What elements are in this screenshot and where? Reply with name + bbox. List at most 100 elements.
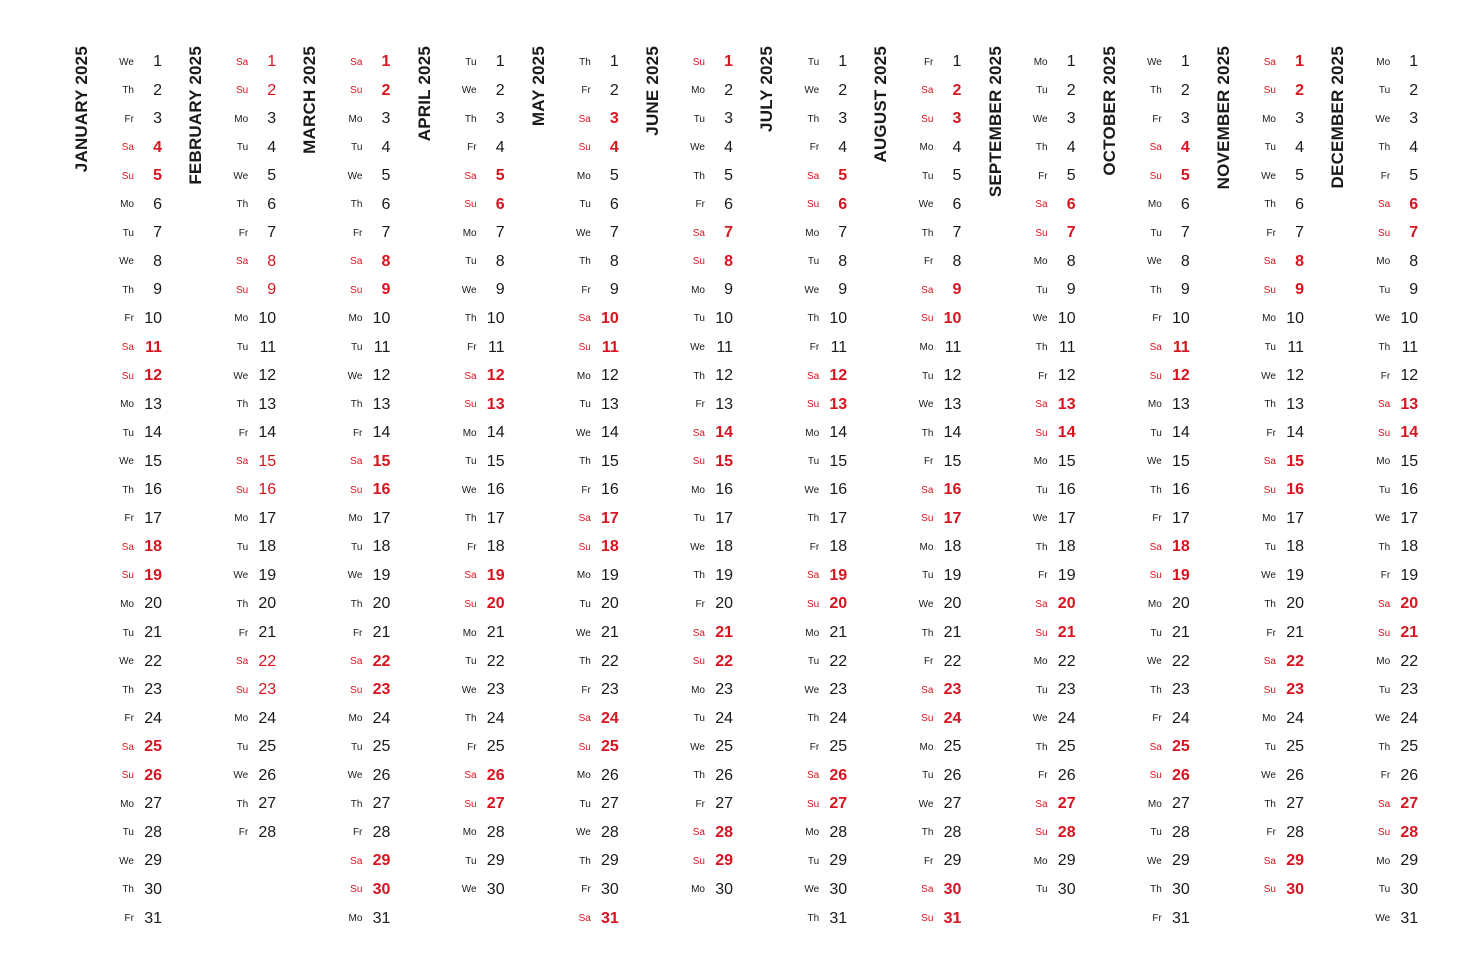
weekday-label: Fr — [1266, 227, 1276, 239]
day-number: 8 — [153, 252, 162, 270]
day-row: Sa 13 — [1356, 391, 1440, 419]
day-row: We 3 — [1356, 105, 1440, 133]
weekday-label: Th — [464, 313, 477, 325]
day-row: We 19 — [1242, 562, 1326, 590]
day-row: Tu 16 — [1356, 476, 1440, 504]
day-number: 29 — [1400, 852, 1419, 870]
weekday-label: Th — [579, 256, 591, 268]
weekday-label: Tu — [351, 541, 363, 553]
weekday-label: Su — [1263, 284, 1276, 296]
day-number: 27 — [144, 795, 162, 813]
weekday-label: Fr — [124, 313, 134, 325]
day-row: Mo 2 — [671, 77, 755, 105]
day-row: We 4 — [671, 134, 755, 162]
day-row: Mo 9 — [671, 276, 755, 304]
day-number: 22 — [601, 652, 619, 670]
weekday-label: Fr — [581, 884, 591, 896]
day-number: 9 — [952, 281, 962, 299]
day-row: Th 29 — [557, 847, 641, 875]
weekday-label: Mo — [348, 913, 363, 924]
weekday-label: Th — [236, 199, 249, 211]
day-row: We 17 — [1014, 505, 1098, 533]
day-row: Su 24 — [899, 705, 983, 733]
day-number: 8 — [495, 252, 505, 270]
weekday-label: Sa — [1377, 199, 1391, 211]
day-number: 30 — [144, 880, 162, 898]
day-row: We 15 — [100, 448, 184, 476]
weekday-label: Tu — [922, 570, 934, 582]
day-number: 13 — [1057, 395, 1076, 413]
day-number: 23 — [1057, 681, 1076, 699]
day-number: 20 — [715, 595, 733, 613]
weekday-label: Su — [350, 484, 363, 496]
day-row: Th 2 — [1128, 77, 1212, 105]
day-row: Su 23 — [328, 676, 412, 704]
day-number: 21 — [1172, 624, 1190, 641]
day-number: 15 — [486, 452, 505, 470]
weekday-label: Mo — [462, 427, 477, 439]
day-row: Mo 27 — [100, 790, 184, 818]
day-row: Sa 14 — [671, 419, 755, 447]
day-number: 13 — [601, 395, 619, 413]
weekday-label: Sa — [121, 541, 134, 553]
weekday-label: Su — [921, 713, 934, 725]
month-column: DECEMBER 2025 Mo 1 Tu 2 We 3 Th 4 Fr 5 Sa 6 Su 7 Mo 8 Tu 9… — [1326, 0, 1440, 980]
weekday-label: Fr — [581, 284, 591, 296]
month-title-wrap: SEPTEMBER 2025 — [984, 0, 1014, 200]
weekday-label: Su — [806, 399, 820, 411]
weekday-label: Su — [235, 85, 249, 97]
month-title: AUGUST 2025 — [871, 46, 891, 163]
day-number: 21 — [372, 624, 391, 641]
weekday-label: Tu — [1150, 427, 1162, 439]
day-row: Th 3 — [785, 105, 869, 133]
day-number: 31 — [1400, 909, 1419, 927]
day-number: 27 — [715, 795, 733, 813]
day-row: Th 13 — [1242, 391, 1326, 419]
day-row: Tu 10 — [671, 305, 755, 333]
day-row: We 17 — [1356, 505, 1440, 533]
day-number: 28 — [1286, 823, 1304, 841]
weekday-label: Mo — [1376, 256, 1391, 268]
day-row: Sa 19 — [443, 562, 527, 590]
weekday-label: Sa — [692, 227, 705, 239]
weekday-label: Mo — [1376, 656, 1391, 668]
day-row: Mo 18 — [899, 533, 983, 561]
day-row: We 5 — [328, 162, 412, 190]
day-row: Tu 30 — [1356, 876, 1440, 904]
weekday-label: Th — [1150, 884, 1162, 896]
day-number: 14 — [486, 424, 505, 442]
weekday-label: Fr — [1380, 770, 1391, 782]
weekday-label: Th — [1150, 85, 1162, 97]
day-number: 13 — [144, 395, 162, 413]
weekday-label: Fr — [124, 113, 134, 125]
weekday-label: Sa — [350, 855, 363, 867]
day-row: Tu 18 — [1242, 533, 1326, 561]
weekday-label: Th — [921, 627, 934, 639]
month-title-wrap: MAY 2025 — [527, 0, 557, 200]
day-row: Tu 11 — [214, 334, 298, 362]
day-row: Mo 6 — [100, 191, 184, 219]
day-row: Sa 1 — [328, 48, 412, 76]
day-number: 2 — [381, 81, 391, 99]
day-row: Th 18 — [1014, 533, 1098, 561]
day-row: Th 17 — [785, 505, 869, 533]
weekday-label: We — [1261, 770, 1276, 782]
day-row: Sa 12 — [443, 362, 527, 390]
weekday-label: Sa — [578, 713, 591, 725]
day-number: 24 — [1057, 709, 1076, 727]
day-number: 9 — [838, 281, 848, 299]
day-number: 12 — [1172, 367, 1190, 385]
weekday-label: Mo — [1376, 456, 1391, 468]
day-row: Tu 14 — [100, 419, 184, 447]
day-number: 27 — [1400, 795, 1419, 813]
weekday-label: Tu — [351, 342, 363, 353]
month-title: MAY 2025 — [528, 46, 548, 127]
day-row: We 7 — [557, 219, 641, 247]
weekday-label: We — [918, 798, 934, 810]
day-row: Mo 17 — [1242, 505, 1326, 533]
day-row: We 8 — [100, 248, 184, 276]
weekday-label: Su — [692, 256, 705, 268]
day-row: Tu 28 — [100, 819, 184, 847]
day-number: 1 — [495, 53, 505, 70]
day-number: 6 — [153, 195, 162, 213]
